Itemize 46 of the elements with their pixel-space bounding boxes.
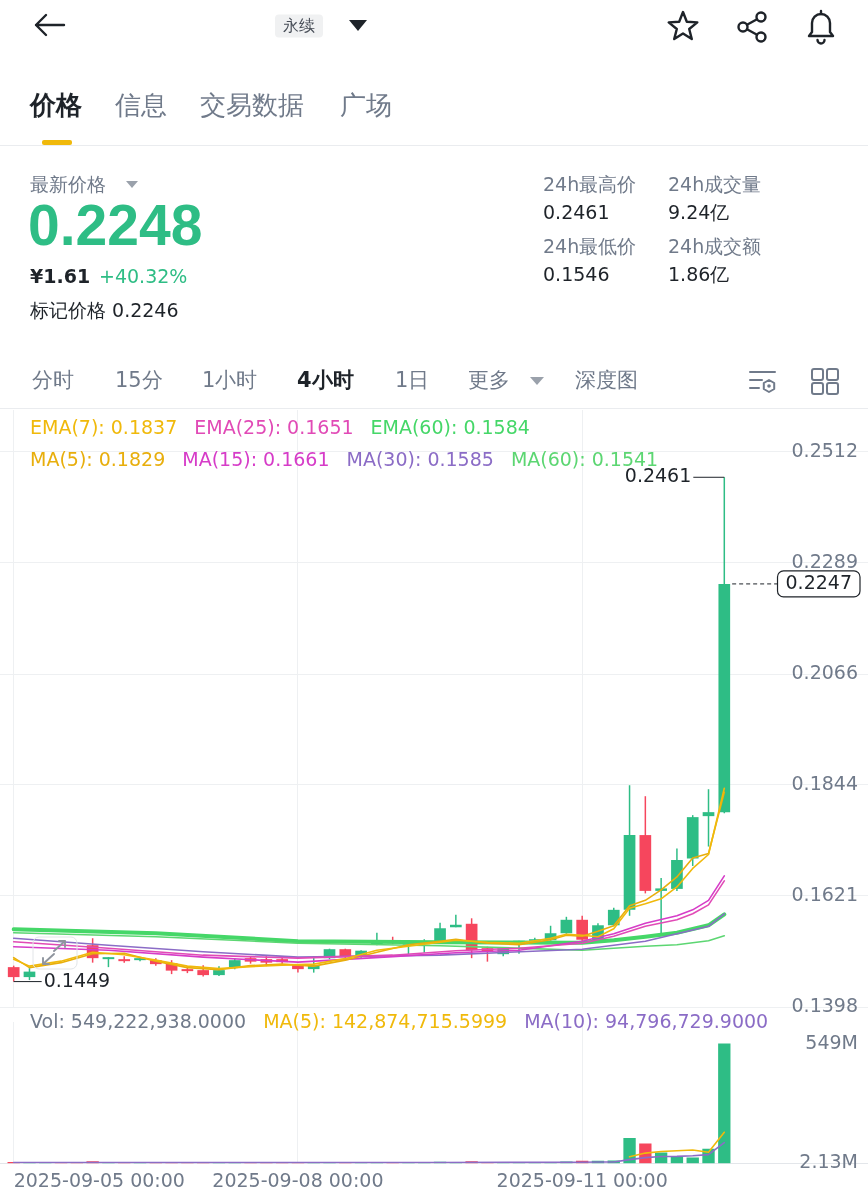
x-tick-label: 2025-09-11 00:00 <box>496 1169 668 1192</box>
text: 广场 <box>340 90 392 122</box>
text: 标记价格 0.2246 <box>30 298 179 322</box>
text: 1.86亿 <box>668 262 730 286</box>
x-tick-label: 2025-09-05 00:00 <box>13 1169 185 1192</box>
text: EMA(60): 0.1584 <box>370 416 530 439</box>
text: MA(10): 94,796,729.9000 <box>524 1010 769 1033</box>
text: 24h最低价 <box>543 234 637 258</box>
text: 24h最高价 <box>543 172 637 196</box>
text: 永续 <box>275 14 323 38</box>
text: 1小时 <box>202 368 258 394</box>
text: MA(5): 0.1829 <box>30 448 166 471</box>
text: 最新价格 <box>30 172 106 196</box>
text: 价格 <box>30 90 82 122</box>
y-tick-label: 0.1398 <box>791 993 858 1016</box>
text: ¥1.61 <box>30 264 91 288</box>
annotation: Vol: 549,222,938.0000 <box>30 1010 247 1033</box>
y-tick-label: 0.1844 <box>791 771 858 794</box>
text: 0.2461 <box>543 200 610 224</box>
x-tick-label: 2025-09-08 00:00 <box>212 1169 384 1192</box>
y-tick-label: 0.1621 <box>791 882 858 905</box>
text: 9.24亿 <box>668 200 730 224</box>
y-tick-label: 549M <box>805 1030 858 1053</box>
y-tick-label: 2.13M <box>799 1149 858 1172</box>
y-tick-label: 0.2289 <box>791 549 858 572</box>
text: MA(5): 142,874,715.5999 <box>263 1010 508 1033</box>
text: 24h成交量 <box>668 172 762 196</box>
y-tick-label: 0.2512 <box>791 438 858 461</box>
ref-line-label: 0.2247 <box>785 570 852 593</box>
text: 1日 <box>395 368 430 394</box>
text: EMA(7): 0.1837 <box>30 416 178 439</box>
text: MA(15): 0.1661 <box>182 448 330 471</box>
text: 15分 <box>115 368 163 394</box>
text: 分时 <box>32 368 74 394</box>
annotation: 0.1449 <box>43 968 111 991</box>
text: MA(30): 0.1585 <box>346 448 494 471</box>
text: 信息 <box>115 90 167 122</box>
text: 交易数据 <box>200 90 304 122</box>
y-tick-label: 0.2066 <box>791 661 858 684</box>
text: 更多 <box>468 368 510 394</box>
text: 24h成交额 <box>668 234 762 258</box>
text: 深度图 <box>575 368 638 394</box>
text: 4小时 <box>297 368 354 394</box>
text: EMA(25): 0.1651 <box>194 416 354 439</box>
text: +40.32% <box>99 264 188 288</box>
text: 0.1546 <box>543 262 610 286</box>
